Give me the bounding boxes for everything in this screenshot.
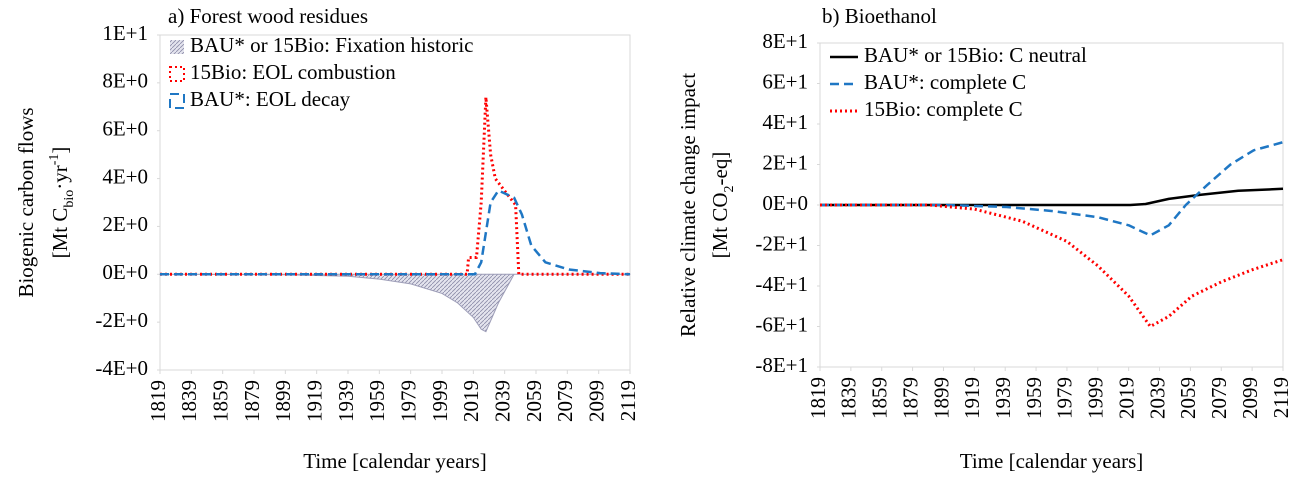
x-tick-label: 2119	[1269, 377, 1293, 418]
y-axis-unit-part: ]	[48, 147, 72, 154]
y-axis-unit-part: -eq]	[708, 152, 732, 186]
x-tick-label: 1979	[396, 380, 420, 422]
y-tick-label: -6E+1	[755, 312, 808, 336]
x-tick-label: 1919	[302, 380, 326, 422]
x-tick-label: 1879	[898, 377, 922, 419]
x-tick-label: 1859	[868, 377, 892, 419]
x-tick-label: 2039	[490, 380, 514, 422]
x-tick-label: 2079	[1207, 377, 1231, 419]
x-tick-label: 1899	[929, 377, 953, 419]
y-tick-label: -4E+1	[755, 272, 808, 296]
legend-label: BAU*: EOL decay	[190, 87, 351, 111]
legend-marker	[170, 40, 184, 54]
x-tick-label: 2039	[1145, 377, 1169, 419]
y-tick-label: 4E+1	[762, 110, 808, 134]
y-tick-label: 6E+1	[762, 69, 808, 93]
x-tick-label: 2019	[1114, 377, 1138, 419]
x-tick-label: 1959	[365, 380, 389, 422]
y-axis-unit-part: [Mt CO	[708, 192, 732, 258]
x-tick-label: 1919	[960, 377, 984, 419]
y-axis-unit-part: 2	[722, 185, 737, 192]
x-tick-label: 2099	[584, 380, 608, 422]
panel-title: b) Bioethanol	[822, 4, 937, 28]
legend-label: 15Bio: EOL combustion	[190, 60, 396, 84]
y-axis-unit-part: ·yr	[48, 165, 72, 190]
y-tick-label: 8E+1	[762, 29, 808, 53]
x-tick-label: 1839	[837, 377, 861, 419]
y-tick-label: -2E+0	[95, 308, 148, 332]
x-tick-label: 1859	[208, 380, 232, 422]
x-tick-label: 1939	[334, 380, 358, 422]
x-tick-label: 1819	[146, 380, 170, 422]
x-tick-label: 2059	[522, 380, 546, 422]
legend-label: 15Bio: complete C	[864, 97, 1023, 121]
y-tick-label: 4E+0	[102, 164, 148, 188]
x-tick-label: 1939	[991, 377, 1015, 419]
y-tick-label: 0E+0	[102, 260, 148, 284]
x-tick-label: 1999	[428, 380, 452, 422]
line	[820, 203, 1284, 328]
x-tick-label: 1879	[240, 380, 264, 422]
x-tick-label: 1979	[1053, 377, 1077, 419]
y-tick-label: 2E+0	[102, 212, 148, 236]
legend-label: BAU* or 15Bio: C neutral	[864, 43, 1087, 67]
x-tick-label: 1999	[1084, 377, 1108, 419]
y-axis-unit: [Mt CO2-eq]	[708, 152, 737, 259]
y-tick-label: -8E+1	[755, 353, 808, 377]
y-tick-label: 2E+1	[762, 150, 808, 174]
line	[160, 189, 631, 276]
x-tick-label: 1959	[1022, 377, 1046, 419]
y-axis-unit: [Mt Cbio·yr-1]	[47, 147, 77, 259]
x-tick-label: 2119	[616, 380, 640, 421]
x-tick-label: 2019	[459, 380, 483, 422]
legend-marker	[169, 93, 185, 109]
y-axis-label: Biogenic carbon flows	[14, 107, 38, 297]
legend-marker	[169, 66, 185, 82]
x-tick-label: 1819	[806, 377, 830, 419]
y-tick-label: -2E+1	[755, 231, 808, 255]
x-tick-label: 1899	[271, 380, 295, 422]
x-tick-label: 2059	[1176, 377, 1200, 419]
x-axis-label: Time [calendar years]	[303, 449, 486, 473]
x-axis-label: Time [calendar years]	[960, 449, 1143, 473]
y-tick-label: 6E+0	[102, 117, 148, 141]
x-tick-label: 2099	[1238, 377, 1262, 419]
x-tick-label: 2079	[553, 380, 577, 422]
y-tick-label: -4E+0	[95, 356, 148, 380]
y-axis-unit-part: -1	[47, 154, 62, 166]
y-tick-label: 1E+1	[102, 21, 148, 45]
y-tick-label: 8E+0	[102, 69, 148, 93]
panel-title: a) Forest wood residues	[168, 4, 368, 28]
y-axis-unit-part: [Mt C	[48, 208, 72, 259]
y-tick-label: 0E+0	[762, 191, 808, 215]
line	[160, 95, 630, 276]
y-axis-unit-part: bio	[62, 190, 77, 208]
line	[820, 140, 1284, 237]
area	[159, 273, 631, 333]
x-tick-label: 1839	[177, 380, 201, 422]
line	[820, 187, 1284, 207]
legend-label: BAU* or 15Bio: Fixation historic	[190, 33, 474, 57]
y-axis-label: Relative climate change impact	[676, 73, 700, 337]
legend-label: BAU*: complete C	[864, 70, 1026, 94]
plot-frame	[159, 34, 631, 371]
